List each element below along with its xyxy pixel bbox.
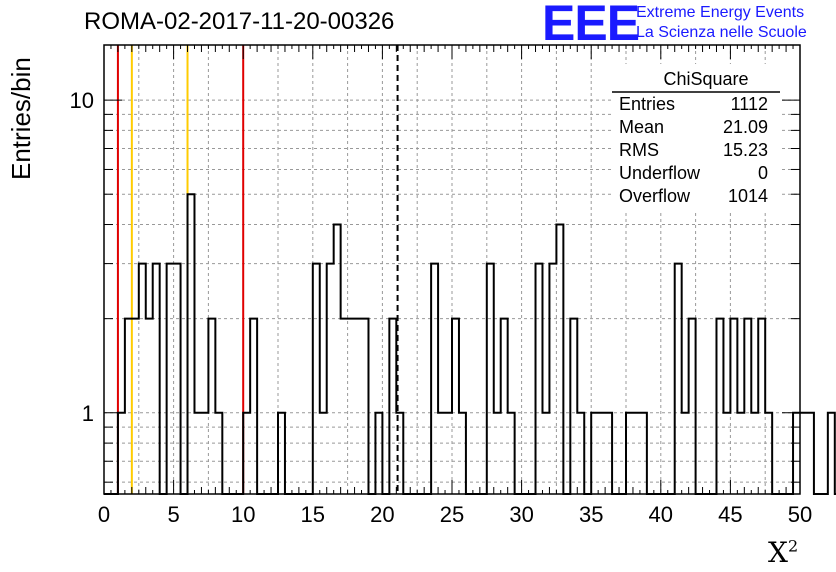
histogram-bin — [737, 413, 744, 494]
x-tick-label: 25 — [440, 502, 464, 527]
stats-row-label: Underflow — [619, 163, 701, 183]
histogram-bin — [215, 413, 222, 494]
x-tick-label: 0 — [98, 502, 110, 527]
x-tick-label: 5 — [167, 502, 179, 527]
histogram-bin — [139, 264, 146, 494]
histogram-bin — [675, 264, 682, 494]
histogram-bin — [508, 413, 515, 494]
histogram-bin — [355, 319, 362, 494]
histogram-bin — [362, 319, 369, 494]
stats-row-value: 0 — [758, 163, 768, 183]
histogram-bin — [556, 225, 563, 494]
histogram-bin — [633, 413, 640, 494]
histogram-bin — [716, 319, 723, 494]
logo-line-1: Extreme Energy Events — [636, 4, 805, 21]
histogram-bin — [542, 413, 549, 494]
chart-title: ROMA-02-2017-11-20-00326 — [84, 8, 395, 35]
histogram-bin — [765, 413, 772, 494]
histogram-bin — [146, 319, 153, 494]
histogram-bin — [487, 264, 494, 494]
histogram-bin — [751, 413, 758, 494]
histogram-bin — [250, 319, 257, 494]
stats-row-value: 1014 — [728, 186, 768, 206]
histogram-bin — [167, 264, 174, 494]
histogram-bin — [208, 319, 215, 494]
histogram-bin — [626, 413, 633, 494]
histogram-bin — [577, 413, 584, 494]
stats-row-label: Mean — [619, 117, 664, 137]
histogram-bin — [459, 413, 466, 494]
histogram-bin — [132, 319, 139, 494]
histogram-bin — [640, 413, 647, 494]
histogram-bin — [341, 319, 348, 494]
histogram-bin — [730, 319, 737, 494]
stats-row-label: RMS — [619, 140, 659, 160]
x-axis-label-main: X — [768, 536, 788, 569]
histogram-bin — [243, 413, 250, 494]
eee-logo-text: Extreme Energy Events La Scienza nelle S… — [636, 3, 807, 43]
histogram-bin — [278, 413, 285, 494]
histogram-bin — [744, 319, 751, 494]
histogram-bin — [188, 194, 195, 494]
histogram-bin — [375, 413, 382, 494]
logo-line-2: La Scienza nelle Scuole — [636, 24, 807, 41]
histogram-bin — [194, 413, 201, 494]
histogram-bin — [445, 413, 452, 494]
histogram-bin — [125, 319, 132, 494]
x-tick-label: 40 — [649, 502, 673, 527]
x-tick-label: 10 — [231, 502, 255, 527]
histogram-bin — [334, 225, 341, 494]
histogram-bin — [313, 264, 320, 494]
x-axis-label: X2 — [768, 536, 798, 569]
histogram-bin — [605, 413, 612, 494]
histogram-bin — [320, 413, 327, 494]
x-tick-label: 15 — [301, 502, 325, 527]
histogram-bin — [431, 264, 438, 494]
stats-row-value: 1112 — [731, 94, 768, 114]
y-axis-label: Entries/bin — [6, 57, 36, 180]
histogram-bin — [201, 413, 208, 494]
histogram-bin — [549, 264, 556, 494]
x-tick-label: 30 — [509, 502, 533, 527]
y-tick-label: 10 — [70, 88, 94, 113]
stats-row-value: 15.23 — [723, 140, 768, 160]
histogram-bin — [536, 264, 543, 494]
histogram-bin — [327, 264, 334, 494]
eee-logo: EEE — [542, 0, 640, 51]
x-tick-label: 20 — [370, 502, 394, 527]
stats-row-value: 21.09 — [723, 117, 768, 137]
histogram-bin — [591, 413, 598, 494]
x-axis-label-sup: 2 — [787, 536, 799, 556]
stats-box — [612, 64, 780, 212]
histogram-bin — [800, 413, 807, 494]
x-tick-label: 45 — [718, 502, 742, 527]
histogram-bin — [174, 264, 181, 494]
stats-box-title: ChiSquare — [663, 69, 748, 89]
histogram-bin — [452, 319, 459, 494]
histogram-bin — [758, 319, 765, 494]
histogram-bin — [389, 319, 396, 494]
stats-row-label: Overflow — [619, 186, 691, 206]
histogram-bin — [438, 413, 445, 494]
histogram-bin — [682, 413, 689, 494]
histogram-bin — [118, 413, 125, 494]
histogram-bin — [501, 319, 508, 494]
histogram-bin — [153, 264, 160, 494]
histogram-bin — [570, 319, 577, 494]
stats-row-label: Entries — [619, 94, 675, 114]
histogram-bin — [689, 319, 696, 494]
x-tick-label: 35 — [579, 502, 603, 527]
histogram-bin — [494, 413, 501, 494]
y-tick-label: 1 — [82, 401, 94, 426]
histogram-bin — [723, 413, 730, 494]
histogram-bin — [396, 413, 403, 494]
histogram-bin — [598, 413, 605, 494]
x-tick-label: 50 — [788, 502, 812, 527]
histogram-bin — [807, 413, 814, 494]
histogram-bin — [348, 319, 355, 494]
histogram-bin — [828, 413, 835, 494]
